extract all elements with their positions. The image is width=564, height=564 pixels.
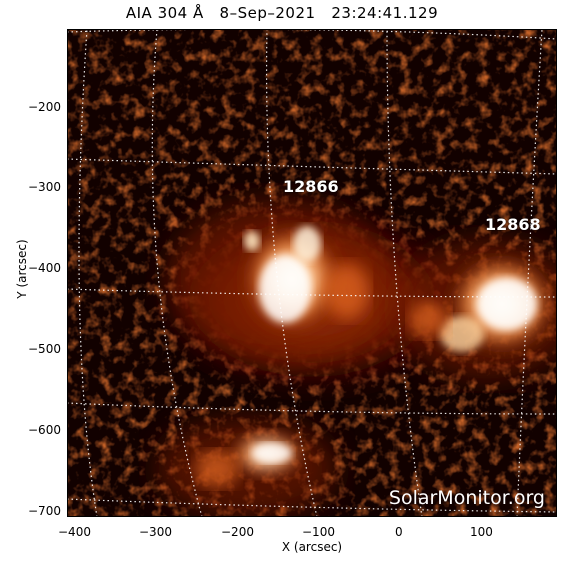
y-tick-label: −500 <box>28 342 61 356</box>
x-tick-label: −400 <box>58 525 91 539</box>
x-tick-label: −200 <box>221 525 254 539</box>
region-label-12868: 12868 <box>485 215 541 234</box>
y-axis-label: Y (arcsec) <box>15 239 29 299</box>
plot-title: AIA 304 Å 8–Sep–2021 23:24:41.129 <box>0 4 564 22</box>
solar-image-canvas <box>67 29 557 517</box>
heliographic-grid <box>67 29 557 517</box>
region-label-12866: 12866 <box>283 177 339 196</box>
solar-image: 12866 12868 SolarMonitor.org <box>67 29 557 517</box>
date-label: 8–Sep–2021 <box>219 4 316 22</box>
y-tick-label: −600 <box>28 423 61 437</box>
y-tick-label: −700 <box>28 504 61 518</box>
x-tick-label: 100 <box>470 525 493 539</box>
x-tick-label: −300 <box>139 525 172 539</box>
instrument-label: AIA 304 Å <box>125 4 204 22</box>
y-tick-label: −300 <box>28 180 61 194</box>
x-tick-label: 0 <box>395 525 403 539</box>
watermark: SolarMonitor.org <box>388 487 545 509</box>
x-axis-label: X (arcsec) <box>281 540 343 554</box>
time-label: 23:24:41.129 <box>331 4 439 22</box>
y-tick-label: −400 <box>28 261 61 275</box>
x-tick-label: −100 <box>302 525 335 539</box>
y-tick-label: −200 <box>28 100 61 114</box>
